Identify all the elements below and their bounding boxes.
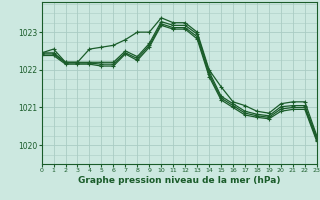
X-axis label: Graphe pression niveau de la mer (hPa): Graphe pression niveau de la mer (hPa) [78,176,280,185]
